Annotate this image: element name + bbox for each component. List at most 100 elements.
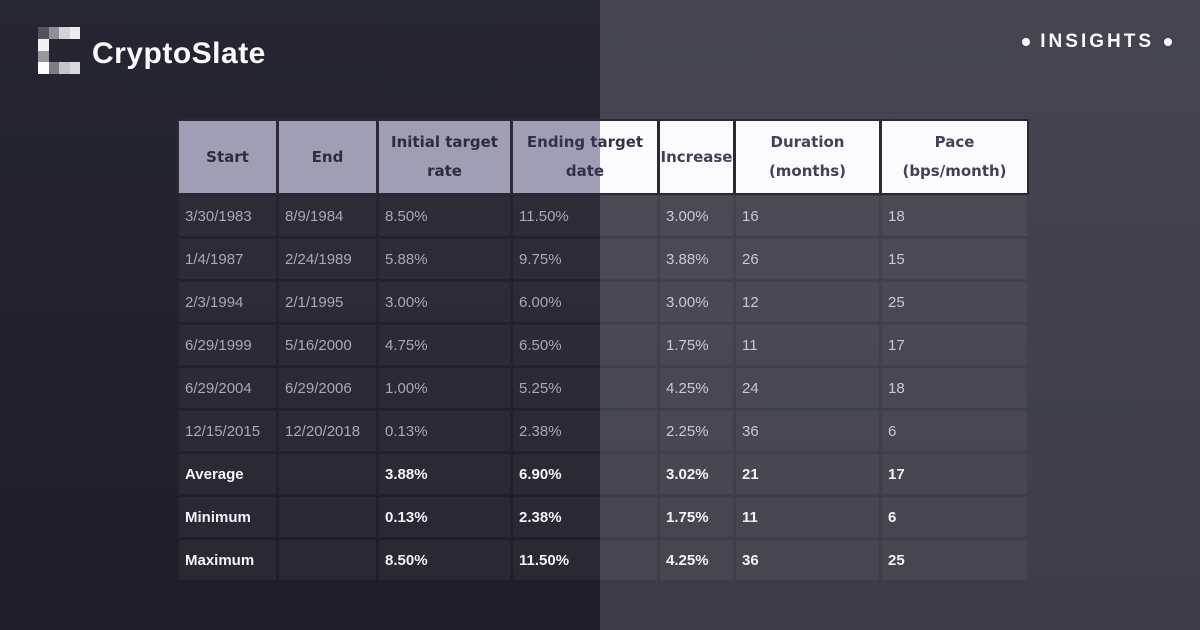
insights-badge: INSIGHTS [1022,31,1172,53]
header-cell-increase: Increase [658,119,735,195]
logo-pixel [59,62,70,74]
table-row: 2/3/1994 2/1/1995 3.00% 6.00% 3.00% 12 2… [179,282,1027,322]
logo-pixel [49,51,60,63]
table-cell: 0.13% [379,411,510,451]
table-cell: 36 [736,540,879,580]
table-row: 1/4/1987 2/24/1989 5.88% 9.75% 3.88% 26 … [179,239,1027,279]
table-cell: 2.38% [513,497,657,537]
table-cell: 1/4/1987 [179,239,276,279]
table-cell: 6 [882,411,1027,451]
table-cell: 3/30/1983 [179,196,276,236]
table-cell: 18 [882,196,1027,236]
table-row: 12/15/2015 12/20/2018 0.13% 2.38% 2.25% … [179,411,1027,451]
table-cell: 12/15/2015 [179,411,276,451]
table-cell: 1.75% [660,497,733,537]
table-cell: 3.88% [660,239,733,279]
summary-row-maximum: Maximum 8.50% 11.50% 4.25% 36 25 [179,540,1027,580]
table-row: 6/29/1999 5/16/2000 4.75% 6.50% 1.75% 11… [179,325,1027,365]
table-cell: 11.50% [513,540,657,580]
logo-pixel [59,27,70,39]
insights-label: INSIGHTS [1040,31,1154,52]
cryptoslate-logo-icon [38,27,80,74]
table-cell: 6.90% [513,454,657,494]
table-cell: 6 [882,497,1027,537]
table-cell: 11 [736,325,879,365]
table-cell: 3.00% [660,196,733,236]
background-left-panel [0,0,600,630]
table-cell: 4.25% [660,368,733,408]
table-cell: 21 [736,454,879,494]
header-cell-end: End [277,119,378,195]
logo-pixel [70,39,81,51]
logo-pixel [38,38,49,51]
logo-pixel [38,50,49,63]
table-header-row: Start End Initial target rate Ending targ… [177,119,1029,195]
table-cell: 3.88% [379,454,510,494]
table-cell: 11.50% [513,196,657,236]
logo-pixel [59,51,70,63]
table-cell: 0.13% [379,497,510,537]
table-cell: 25 [882,540,1027,580]
table-cell: 24 [736,368,879,408]
logo-pixel [59,39,70,51]
logo-pixel [69,27,80,39]
table-cell: 6.50% [513,325,657,365]
table-cell: 1.75% [660,325,733,365]
table-cell: 3.00% [379,282,510,322]
table-cell: 12/20/2018 [279,411,376,451]
logo-pixel [38,62,49,74]
header-cell-ending-target-date: Ending target date [511,119,659,195]
table-cell: 2/3/1994 [179,282,276,322]
table-cell: 6.00% [513,282,657,322]
table-cell: 17 [882,454,1027,494]
table-cell: 3.00% [660,282,733,322]
logo-pixel [48,62,59,74]
brand-name: CryptoSlate [92,37,266,70]
table-cell: 11 [736,497,879,537]
table-cell: 8.50% [379,196,510,236]
background-right-panel [600,0,1200,630]
table-cell: 6/29/1999 [179,325,276,365]
table-cell: 17 [882,325,1027,365]
logo-pixel [38,27,49,39]
table-cell: 2/24/1989 [279,239,376,279]
logo-pixel [49,39,60,51]
table-cell: 25 [882,282,1027,322]
table-cell: 18 [882,368,1027,408]
table-cell: Average [179,454,276,494]
table-cell: 15 [882,239,1027,279]
summary-row-average: Average 3.88% 6.90% 3.02% 21 17 [179,454,1027,494]
table-row: 3/30/1983 8/9/1984 8.50% 11.50% 3.00% 16… [179,196,1027,236]
summary-row-minimum: Minimum 0.13% 2.38% 1.75% 11 6 [179,497,1027,537]
table-cell: 9.75% [513,239,657,279]
header-cell-start: Start [177,119,278,195]
table-cell: 1.00% [379,368,510,408]
table-cell: 16 [736,196,879,236]
table-cell: 5.88% [379,239,510,279]
logo-pixel [48,27,59,39]
header-cell-initial-target-rate: Initial target rate [377,119,512,195]
table-cell: 4.25% [660,540,733,580]
table-cell [279,540,376,580]
table-cell: 4.75% [379,325,510,365]
bullet-dot-icon [1022,38,1031,46]
table-cell: 36 [736,411,879,451]
table-cell: 6/29/2004 [179,368,276,408]
table-cell: 2/1/1995 [279,282,376,322]
table-cell: 26 [736,239,879,279]
logo-pixel [70,51,81,63]
table-cell: 12 [736,282,879,322]
table-cell: 8.50% [379,540,510,580]
table-cell: 2.25% [660,411,733,451]
table-cell: 5/16/2000 [279,325,376,365]
table-cell: 2.38% [513,411,657,451]
table-cell: 6/29/2006 [279,368,376,408]
table-row: 6/29/2004 6/29/2006 1.00% 5.25% 4.25% 24… [179,368,1027,408]
table-cell [279,497,376,537]
table-cell: Maximum [179,540,276,580]
header-cell-duration: Duration (months) [734,119,881,195]
rate-hike-cycles-table: Start End Initial target rate Ending targ… [176,118,1030,583]
logo-pixel [69,62,80,74]
table-cell: 8/9/1984 [279,196,376,236]
table-cell [279,454,376,494]
